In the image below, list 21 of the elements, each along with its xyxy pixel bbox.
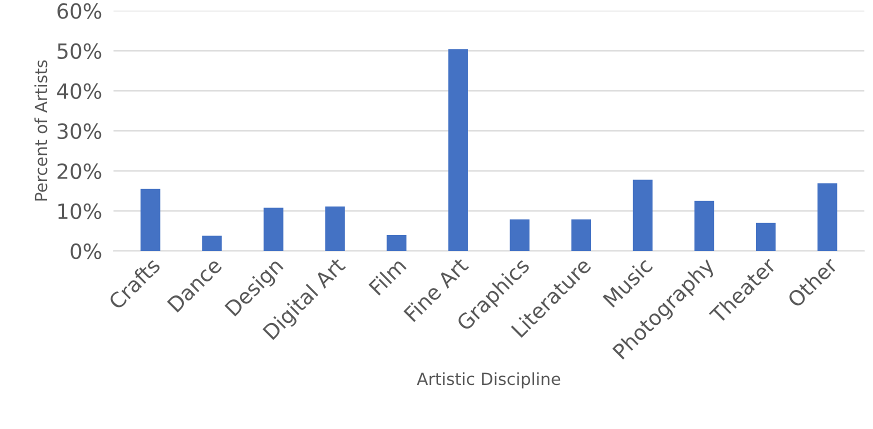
- bar: [632, 180, 653, 251]
- x-axis-title: Artistic Discipline: [416, 372, 560, 388]
- bar: [386, 234, 406, 251]
- bar: [510, 219, 530, 251]
- y-tick-label: 60%: [58, 3, 102, 19]
- y-tick-label: 0%: [70, 243, 102, 260]
- bar: [756, 222, 776, 251]
- bar: [818, 183, 838, 251]
- bar: [140, 188, 160, 251]
- bar: [202, 236, 222, 251]
- bar: [325, 206, 345, 251]
- y-tick-label: 20%: [58, 163, 102, 180]
- bar: [571, 219, 592, 251]
- y-axis-title: Percent of Artists: [34, 60, 48, 201]
- y-tick-label: 30%: [58, 123, 102, 140]
- y-tick-label: 40%: [57, 83, 102, 100]
- bar: [694, 200, 714, 251]
- bar: [264, 208, 284, 251]
- y-tick-label: 10%: [58, 203, 102, 220]
- y-tick-label: 50%: [58, 43, 102, 59]
- bar: [448, 49, 468, 251]
